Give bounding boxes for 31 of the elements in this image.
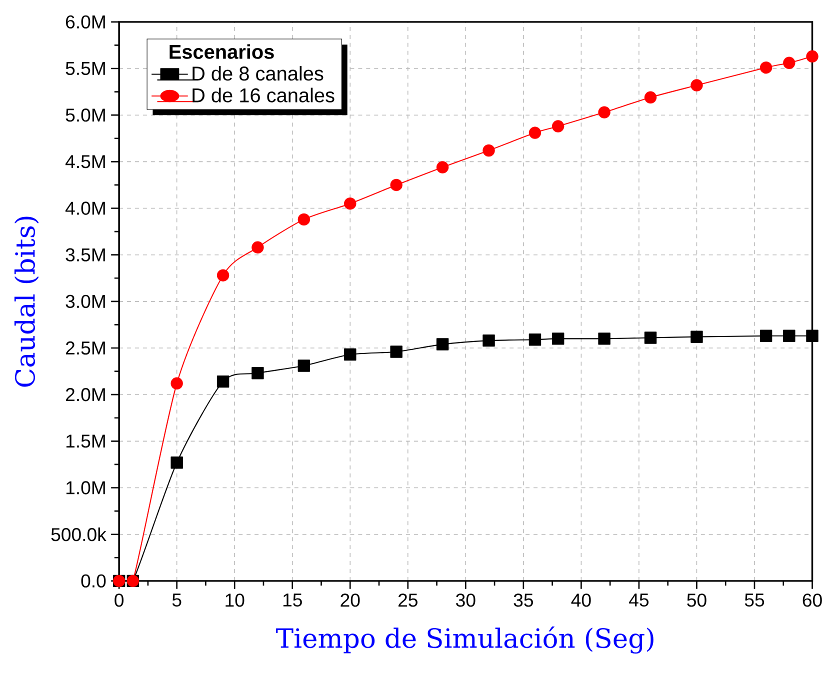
x-tick-label: 35 xyxy=(514,594,533,607)
legend-label: D de 8 canales xyxy=(192,66,324,81)
x-tick-label: 20 xyxy=(340,594,360,607)
y-tick-label: 5.5M xyxy=(66,62,105,76)
x-tick-label: 55 xyxy=(744,594,764,607)
x-tick-label: 50 xyxy=(687,594,706,607)
legend-label: D de 16 canales xyxy=(192,88,334,102)
y-axis-title: Caudal (bits) xyxy=(14,216,39,387)
y-tick-label: 4.0M xyxy=(65,202,105,215)
y-tick-label: 6.0M xyxy=(66,15,105,29)
y-tick-label: 0.0 xyxy=(81,574,106,588)
x-tick-label: 40 xyxy=(571,594,591,607)
y-tick-label: 2.5M xyxy=(66,341,105,355)
y-tick-label: 3.0M xyxy=(66,294,105,308)
y-tick-label: 2.0M xyxy=(66,388,105,402)
x-tick-label: 30 xyxy=(456,594,476,607)
x-axis-title: Tiempo de Simulación (Seg) xyxy=(276,626,654,654)
legend-title: Escenarios xyxy=(170,44,274,59)
y-tick-label: 5.0M xyxy=(66,108,105,122)
x-tick-label: 10 xyxy=(226,594,244,607)
x-tick-label: 15 xyxy=(283,594,302,607)
y-tick-label: 4.5M xyxy=(65,155,105,168)
y-tick-label: 1.5M xyxy=(66,434,105,448)
x-tick-label: 5 xyxy=(172,594,182,607)
y-tick-label: 500.0k xyxy=(51,528,106,542)
y-tick-label: 3.5M xyxy=(66,248,105,262)
x-tick-label: 25 xyxy=(398,594,418,607)
x-tick-label: 45 xyxy=(629,594,649,607)
y-tick-label: 1.0M xyxy=(66,481,105,494)
x-tick-label: 60 xyxy=(802,594,822,607)
x-tick-label: 0 xyxy=(114,594,124,607)
